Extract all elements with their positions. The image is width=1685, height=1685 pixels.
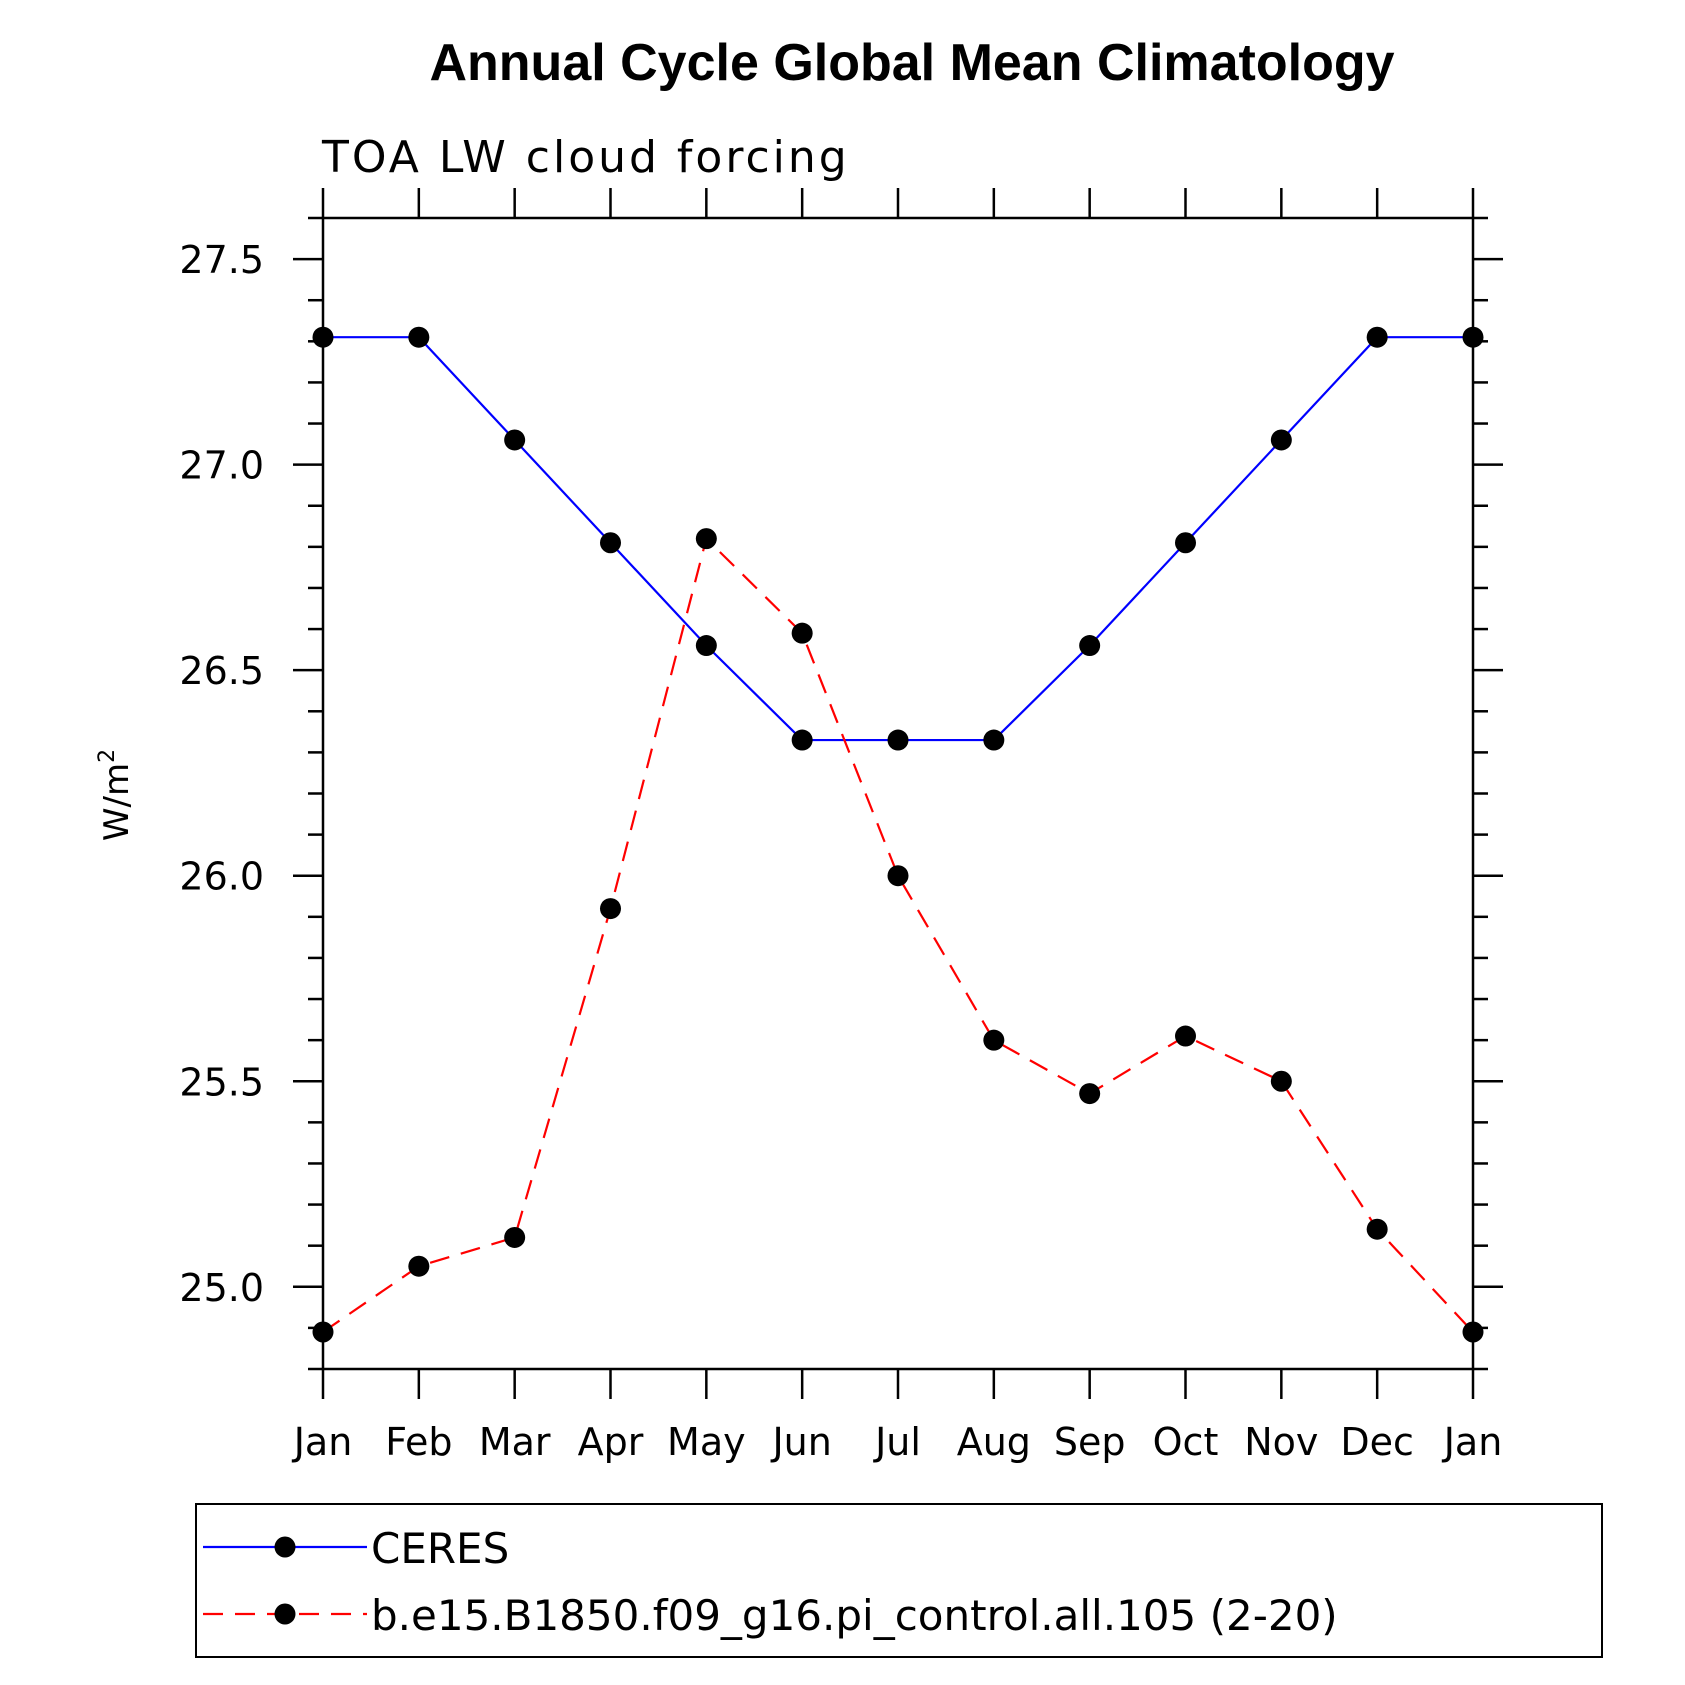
data-point [504,1226,526,1248]
data-point [504,429,526,451]
data-point [695,528,717,550]
data-point [1366,326,1388,348]
data-point [887,729,909,751]
data-point [695,635,717,657]
series-line-0 [323,336,1473,742]
y-tick-label: 27.5 [179,238,264,282]
data-point [983,1029,1005,1051]
x-tick-label: Apr [578,1420,644,1464]
y-tick-label: 26.0 [179,855,264,899]
data-point [791,729,813,751]
x-tick-label: Feb [385,1420,452,1464]
data-point [1462,326,1484,348]
x-tick-label: Nov [1244,1420,1318,1464]
x-tick-label: May [667,1420,746,1464]
legend: CERES b.e15.B1850.f09_g16.pi_control.all… [195,1503,1603,1658]
data-point [1270,1070,1292,1092]
data-point [1175,1025,1196,1047]
data-point [1462,1321,1484,1343]
y-ticks [293,216,1503,1371]
data-point [312,326,334,348]
data-point [600,898,621,920]
series-lines [322,336,1474,1333]
data-point [887,865,909,887]
plot-frame [321,216,1475,1371]
y-tick-label: 25.0 [179,1266,264,1310]
data-point [600,532,621,554]
y-tick-label: 25.5 [179,1060,264,1104]
data-point [408,1255,430,1277]
y-tick-labels: 25.0 25.5 26.0 26.5 27.0 27.5 [179,238,264,1310]
legend-marker-ceres [274,1536,296,1558]
series-line-1 [322,536,1474,1333]
data-point [408,326,430,348]
x-tick-label: Jan [292,1420,353,1464]
data-point [1270,429,1292,451]
data-point [1079,1083,1101,1105]
x-tick-label: Oct [1153,1420,1219,1464]
x-tick-label: Sep [1054,1420,1126,1464]
x-tick-label: Jul [873,1420,921,1464]
legend-label-ceres: CERES [371,1524,509,1573]
x-tick-label: Jun [770,1420,831,1464]
x-tick-label: Dec [1340,1420,1414,1464]
x-tick-label: Aug [957,1420,1031,1464]
y-tick-label: 27.0 [179,444,264,488]
legend-marker-model [274,1603,296,1625]
x-tick-label: Mar [479,1420,551,1464]
chart-title: Annual Cycle Global Mean Climatology [429,34,1394,92]
x-tick-label: Jan [1442,1420,1503,1464]
x-ticks [321,188,1475,1399]
data-point [312,1321,334,1343]
data-point [791,622,813,644]
data-point [983,729,1005,751]
y-tick-label: 26.5 [179,649,264,693]
data-point [1366,1218,1388,1240]
data-point [1175,532,1196,554]
y-axis-label: W/m2 [95,749,137,841]
legend-box [195,1503,1603,1658]
legend-label-model: b.e15.B1850.f09_g16.pi_control.all.105 (… [371,1591,1338,1640]
chart-subtitle: TOA LW cloud forcing [321,132,850,183]
x-tick-labels: Jan Feb Mar Apr May Jun Jul Aug Sep Oct Nov Dec Jan [292,1420,1503,1464]
data-point [1079,635,1101,657]
series-markers [312,326,1484,1343]
